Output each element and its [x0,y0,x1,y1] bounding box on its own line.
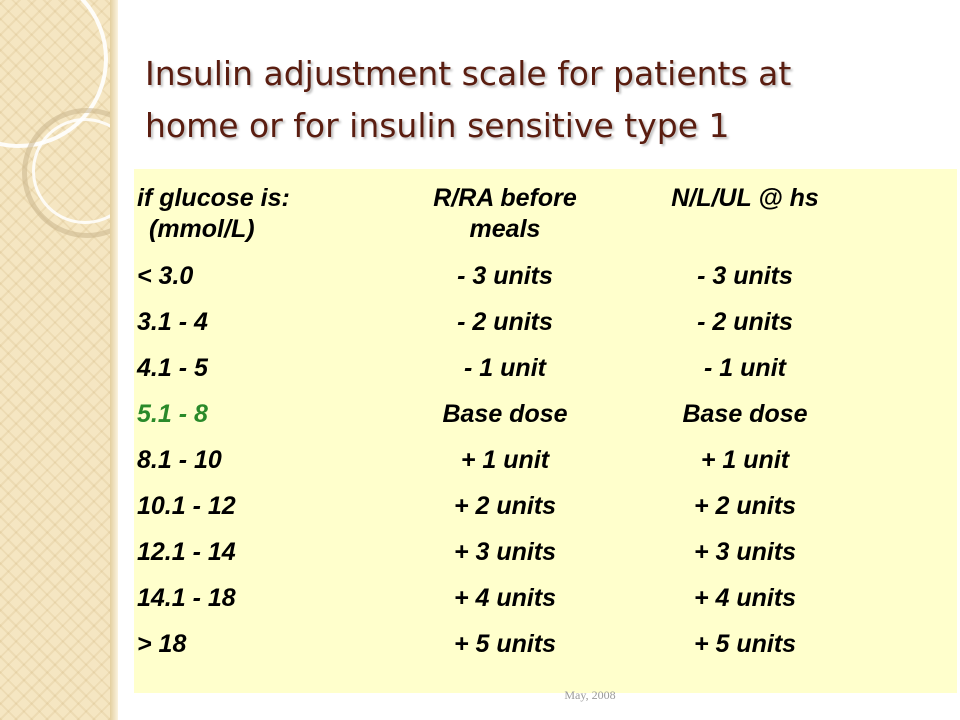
cell-bedtime: + 4 units [693,584,797,612]
cell-before-meals: - 3 units [457,262,553,290]
cell-before-meals: + 5 units [453,630,557,658]
cell-glucose-range: < 3.0 [137,262,194,290]
cell-glucose-range: 14.1 - 18 [137,584,236,612]
header-before-meals-line-2: meals [469,215,541,243]
cell-glucose-range: 8.1 - 10 [137,446,222,474]
cell-before-meals: - 1 unit [464,354,546,382]
cell-before-meals: - 2 units [457,308,553,336]
cell-glucose-range: 3.1 - 4 [137,308,208,336]
cell-before-meals: Base dose [442,400,568,428]
cell-glucose-range: 5.1 - 8 [137,400,208,428]
side-strip-edge [110,0,118,720]
cell-bedtime: - 2 units [697,308,793,336]
table-panel: if glucose is: (mmol/L) R/RA before meal… [134,169,957,693]
cell-bedtime: - 1 unit [704,354,786,382]
cell-bedtime: + 5 units [693,630,797,658]
slide-footer-date: May, 2008 [564,688,616,702]
decorative-side-strip [0,0,110,720]
cell-before-meals: + 3 units [453,538,557,566]
cell-glucose-range: 10.1 - 12 [137,492,236,520]
cell-bedtime: + 3 units [693,538,797,566]
header-glucose-line-2: (mmol/L) [149,215,255,243]
cell-before-meals: + 4 units [453,584,557,612]
cell-glucose-range: > 18 [137,630,187,658]
slide-title-line-1: Insulin adjustment scale for patients at [145,54,792,93]
header-bedtime-line-1: N/L/UL @ hs [671,184,819,212]
cell-before-meals: + 2 units [453,492,557,520]
cell-bedtime: + 2 units [693,492,797,520]
slide-title: Insulin adjustment scale for patients at… [145,48,935,152]
cell-glucose-range: 4.1 - 5 [137,354,208,382]
header-before-meals: R/RA before meals [395,183,615,245]
cell-bedtime: + 1 unit [700,446,790,474]
header-glucose: if glucose is: (mmol/L) [137,183,377,245]
cell-bedtime: - 3 units [697,262,793,290]
slide-title-line-2: home or for insulin sensitive type 1 [145,106,730,145]
cell-before-meals: + 1 unit [460,446,550,474]
cell-bedtime: Base dose [682,400,808,428]
header-glucose-line-1: if glucose is: [137,184,290,212]
cell-glucose-range: 12.1 - 14 [137,538,236,566]
header-bedtime: N/L/UL @ hs [635,183,855,214]
header-before-meals-line-1: R/RA before [433,184,577,212]
